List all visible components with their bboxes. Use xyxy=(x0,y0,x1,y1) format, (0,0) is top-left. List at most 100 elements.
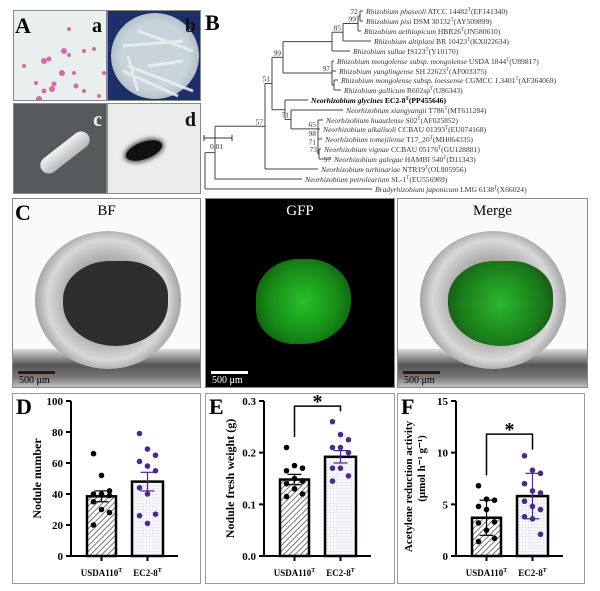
data-point xyxy=(144,463,151,469)
taxon-label: Neorhizobium galegae HAMBI 540T(D11343) xyxy=(333,155,476,164)
data-point xyxy=(329,465,336,471)
y-tick-label: 0.0 xyxy=(242,551,256,563)
accession: (PP455646) xyxy=(409,96,447,105)
taxon-strain: CGMCC 1.3401 xyxy=(463,76,515,85)
colony-streaks xyxy=(122,29,194,98)
data-point xyxy=(521,452,528,459)
chart-f: F 0 5 10 15 Acetylene reduction activity (μmol… xyxy=(397,393,585,584)
scale-bar xyxy=(18,371,55,374)
category-name: EC2-8 xyxy=(518,568,543,578)
type-strain-mark: T xyxy=(543,568,547,574)
data-point xyxy=(329,418,336,425)
accession: (MT611284) xyxy=(448,106,487,115)
data-point xyxy=(98,506,105,513)
data-point xyxy=(337,431,344,438)
y-axis-label: Acetylene reduction activity xyxy=(403,420,415,552)
scale-label: 0.01 xyxy=(210,142,223,151)
taxon-strain: NTR19 xyxy=(400,165,425,174)
data-point xyxy=(483,527,490,533)
data-point xyxy=(529,488,536,494)
data-point xyxy=(329,444,336,451)
type-strain-mark: T xyxy=(446,68,449,73)
subpanel-label-b: b xyxy=(184,15,196,37)
type-strain-mark: T xyxy=(426,48,429,53)
taxon-strain: R602sp xyxy=(405,86,430,95)
type-strain-mark: T xyxy=(351,568,355,574)
gfp-title: GFP xyxy=(286,203,314,219)
accession: (AF364069) xyxy=(519,76,557,85)
taxon-strain: SL-1 xyxy=(389,175,406,184)
chart-d: D 0 20 40 60 80 100 Nodule number USDA110T EC2-8T xyxy=(12,393,201,584)
scale-bar xyxy=(211,371,248,374)
category-label: EC2-8T xyxy=(326,568,355,578)
type-strain-mark: T xyxy=(506,58,509,63)
taxon-name: Rhizobium phaseoli xyxy=(365,7,426,16)
data-point xyxy=(529,503,536,510)
bootstrap-value: 65 xyxy=(309,120,317,129)
bootstrap-value: 99 xyxy=(274,48,282,57)
data-point xyxy=(299,491,306,497)
taxon-strain: ATCC 14482 xyxy=(426,7,468,16)
data-point xyxy=(491,519,498,525)
category-label: EC2-8T xyxy=(518,568,547,578)
data-point xyxy=(521,513,528,520)
type-strain-mark: T xyxy=(118,568,122,574)
data-point xyxy=(106,488,113,494)
category-label: USDA110T xyxy=(81,568,123,578)
data-point xyxy=(345,473,352,479)
category-name: USDA110 xyxy=(274,568,312,578)
taxon-strain: T17_20 xyxy=(404,135,430,144)
significance-marker: * xyxy=(505,419,515,441)
y-tick-label: 20 xyxy=(52,520,64,532)
y-axis-unit: (μmol h⁻¹ g⁻¹) xyxy=(416,435,428,502)
accession: (GU128881) xyxy=(441,145,480,154)
data-point xyxy=(329,478,336,484)
type-strain-mark: T xyxy=(311,568,315,574)
y-tick-label: 0.2 xyxy=(242,448,256,460)
y-tick-label: 0 xyxy=(443,551,449,563)
taxon-label: Neorhizobium huautlense S02T(AF025852) xyxy=(325,116,459,125)
bar-ec2-8 xyxy=(323,455,358,558)
data-point xyxy=(152,467,159,474)
tem-image: d xyxy=(107,103,201,194)
accession: (EF141340) xyxy=(471,7,508,16)
data-point xyxy=(475,520,482,526)
bacterium-cell xyxy=(123,136,165,165)
taxon-label: Rhizobium yanglingense SH 22623T(AF00337… xyxy=(338,67,487,76)
significance-bracket xyxy=(485,433,534,476)
taxon-strain: USDA 1844 xyxy=(467,57,506,66)
accession: (KX022634) xyxy=(470,37,509,46)
bf-image: BF C 500 μm xyxy=(12,198,201,388)
nodule-core-gfp xyxy=(448,261,553,346)
data-point xyxy=(152,452,159,459)
data-point xyxy=(299,465,306,471)
accession: (AY509899) xyxy=(454,17,493,26)
data-point xyxy=(521,480,528,487)
y-tick-label: 80 xyxy=(52,427,64,439)
y-tick-label: 60 xyxy=(52,458,64,470)
data-point xyxy=(529,467,536,474)
chart-e: E 0.0 0.1 0.2 0.3 Nodule fresh weight (g) USDA… xyxy=(205,391,395,584)
type-strain-mark: T xyxy=(494,186,497,191)
taxon-name: Neorhizobium tomejilense xyxy=(324,135,405,144)
taxon-name: Rhizobium yanglingense xyxy=(338,67,414,76)
accession: (EU074168) xyxy=(448,125,486,134)
bootstrap-value: 73 xyxy=(310,145,318,154)
taxon-name: Rhizobium mongolense subsp. loessense xyxy=(340,76,464,85)
category-label: USDA110T xyxy=(466,568,508,578)
data-point xyxy=(152,511,159,517)
type-strain-mark: T xyxy=(444,107,447,112)
data-point xyxy=(537,490,544,496)
data-point xyxy=(283,493,290,500)
taxon-strain: CCBAU 05176 xyxy=(389,145,438,154)
data-point xyxy=(90,498,97,505)
taxon-strain: BR 10423 xyxy=(434,37,467,46)
data-point xyxy=(106,492,113,499)
data-point xyxy=(491,535,498,542)
accession: (OL905956) xyxy=(428,165,466,174)
type-strain-mark: T xyxy=(515,77,518,82)
data-point xyxy=(475,482,482,489)
taxon-name: Rhizobium gallicum xyxy=(343,86,405,95)
scale-bar xyxy=(403,371,440,374)
taxon-strain: LMG 6138 xyxy=(458,185,494,194)
